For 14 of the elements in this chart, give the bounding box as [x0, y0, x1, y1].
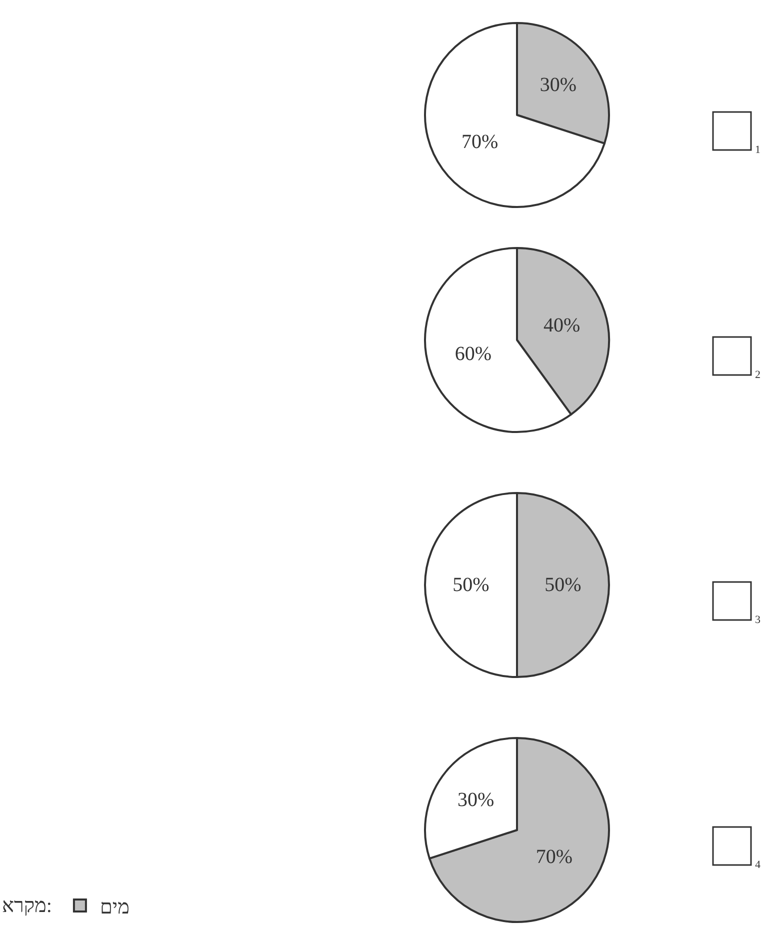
- legend-title: מקרא:: [2, 895, 52, 917]
- legend-label: מים: [100, 896, 130, 918]
- text: 4: [755, 859, 761, 871]
- text: 3: [755, 614, 761, 626]
- data-label: 40%: [544, 314, 580, 336]
- data-label: 30%: [540, 74, 576, 96]
- data-label: 70%: [536, 846, 573, 868]
- text: 1: [755, 144, 760, 156]
- text: 2: [755, 369, 760, 381]
- data-label: 50%: [452, 574, 490, 596]
- data-label: 60%: [454, 343, 492, 366]
- data-label: 50%: [544, 574, 582, 596]
- data-label: 70%: [461, 131, 498, 154]
- data-label: 30%: [458, 789, 494, 812]
